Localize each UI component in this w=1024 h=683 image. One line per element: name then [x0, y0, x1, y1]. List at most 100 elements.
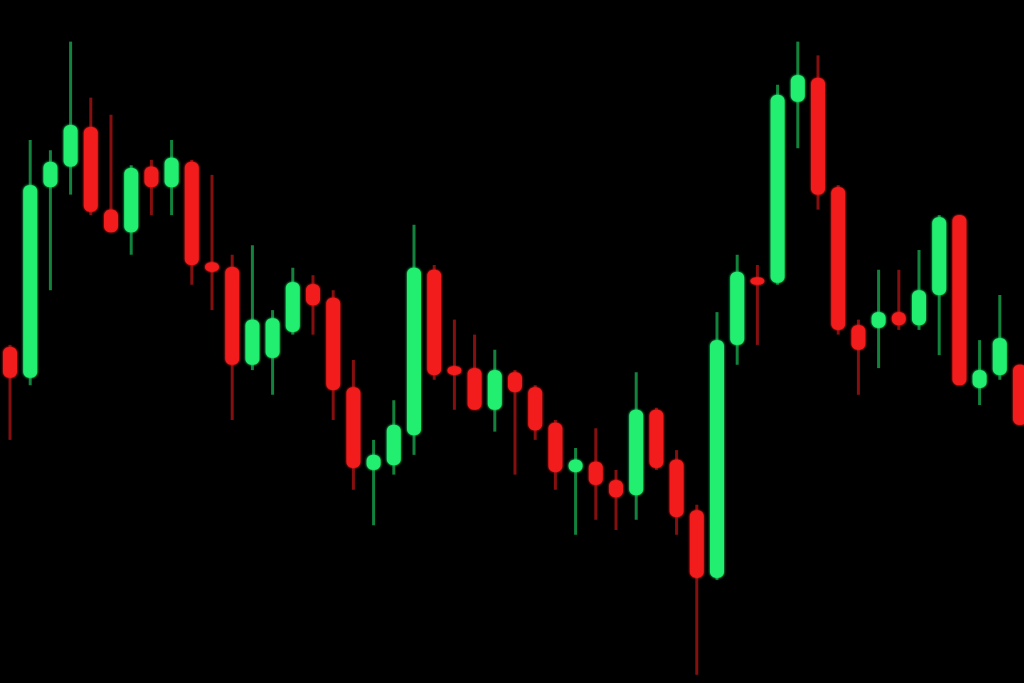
candle-body	[568, 459, 583, 472]
candle-body	[83, 127, 98, 212]
candle-down	[467, 334, 482, 410]
candle-body	[609, 480, 623, 498]
candle-body	[770, 94, 785, 283]
candle-body	[851, 325, 866, 350]
candle-up	[992, 295, 1007, 380]
candle-down	[528, 385, 543, 440]
candle-up	[710, 312, 724, 580]
candle-up	[285, 267, 300, 335]
candle-down	[427, 265, 442, 380]
candle-up	[366, 439, 381, 526]
candle-body	[831, 187, 846, 330]
candle-body	[285, 282, 300, 332]
candle-down	[750, 265, 765, 345]
candle-body	[346, 387, 361, 468]
candle-up	[790, 41, 805, 149]
candle-up	[568, 448, 583, 535]
candle-body	[1013, 364, 1024, 425]
candle-up	[932, 215, 947, 356]
candle-body	[43, 161, 58, 188]
candle-body	[972, 370, 987, 388]
candle-body	[23, 185, 38, 378]
candle-body	[144, 166, 159, 188]
candle-body	[932, 217, 947, 296]
candle-body	[3, 346, 17, 378]
candle-up	[124, 165, 139, 255]
candle-body	[871, 312, 886, 328]
candle-down	[346, 359, 361, 490]
candle-down	[3, 344, 17, 440]
candle-body	[790, 75, 805, 102]
candle-body	[689, 510, 704, 578]
candle-down	[669, 450, 684, 535]
candle-body	[508, 372, 522, 393]
candle-down	[851, 319, 866, 395]
candle-down	[891, 269, 906, 330]
candle-body	[912, 290, 926, 326]
candle-up	[245, 245, 260, 371]
candle-body	[487, 370, 502, 410]
candle-up	[871, 269, 886, 369]
candle-body	[184, 161, 199, 266]
candle-body	[124, 168, 139, 233]
candle-body	[467, 368, 482, 410]
candle-body	[548, 422, 563, 472]
candle-body	[104, 209, 118, 233]
candle-body	[992, 338, 1007, 375]
candle-down	[952, 215, 967, 386]
candle-body	[750, 277, 765, 285]
candle-up	[770, 84, 785, 285]
candle-down	[831, 185, 846, 335]
candle-down	[649, 407, 664, 470]
candle-down	[306, 275, 320, 335]
candle-down	[144, 159, 159, 216]
candle-body	[710, 340, 724, 578]
candle-up	[629, 372, 644, 520]
candle-body	[952, 215, 967, 386]
candle-body	[245, 319, 260, 365]
candle-up	[386, 400, 401, 475]
candle-body	[730, 271, 745, 345]
candle-down	[326, 290, 341, 421]
candle-down	[184, 159, 199, 285]
candle-body	[669, 459, 684, 518]
candle-up	[265, 310, 280, 395]
candle-body	[63, 124, 78, 167]
candle-down	[225, 254, 240, 421]
candle-down	[83, 97, 98, 216]
candle-body	[629, 409, 644, 496]
candle-body	[265, 318, 280, 358]
candle-body	[427, 269, 442, 375]
candle-up	[23, 140, 38, 386]
candle-down	[588, 428, 603, 520]
candle-up	[43, 150, 58, 291]
candle-down	[1013, 364, 1024, 425]
candle-body	[649, 409, 664, 468]
candle-body	[891, 312, 906, 326]
candle-down	[811, 55, 825, 210]
candle-down	[447, 319, 462, 410]
candle-down	[205, 174, 219, 311]
candle-body	[407, 267, 421, 436]
candle-body	[447, 366, 462, 375]
candle-up	[912, 249, 926, 330]
candle-body	[164, 157, 179, 188]
candle-body	[811, 77, 825, 195]
candle-down	[609, 469, 623, 531]
candle-down	[689, 504, 704, 675]
candle-up	[972, 340, 987, 406]
candle-body	[225, 267, 240, 365]
candle-body	[366, 454, 381, 470]
candle-body	[588, 461, 603, 485]
candle-up	[63, 41, 78, 195]
candle-up	[487, 349, 502, 432]
candle-body	[205, 262, 219, 272]
candle-up	[730, 254, 745, 365]
candle-body	[386, 424, 401, 466]
candle-down	[104, 114, 118, 233]
candle-body	[306, 284, 320, 306]
candle-body	[326, 297, 341, 390]
candle-down	[548, 420, 563, 490]
